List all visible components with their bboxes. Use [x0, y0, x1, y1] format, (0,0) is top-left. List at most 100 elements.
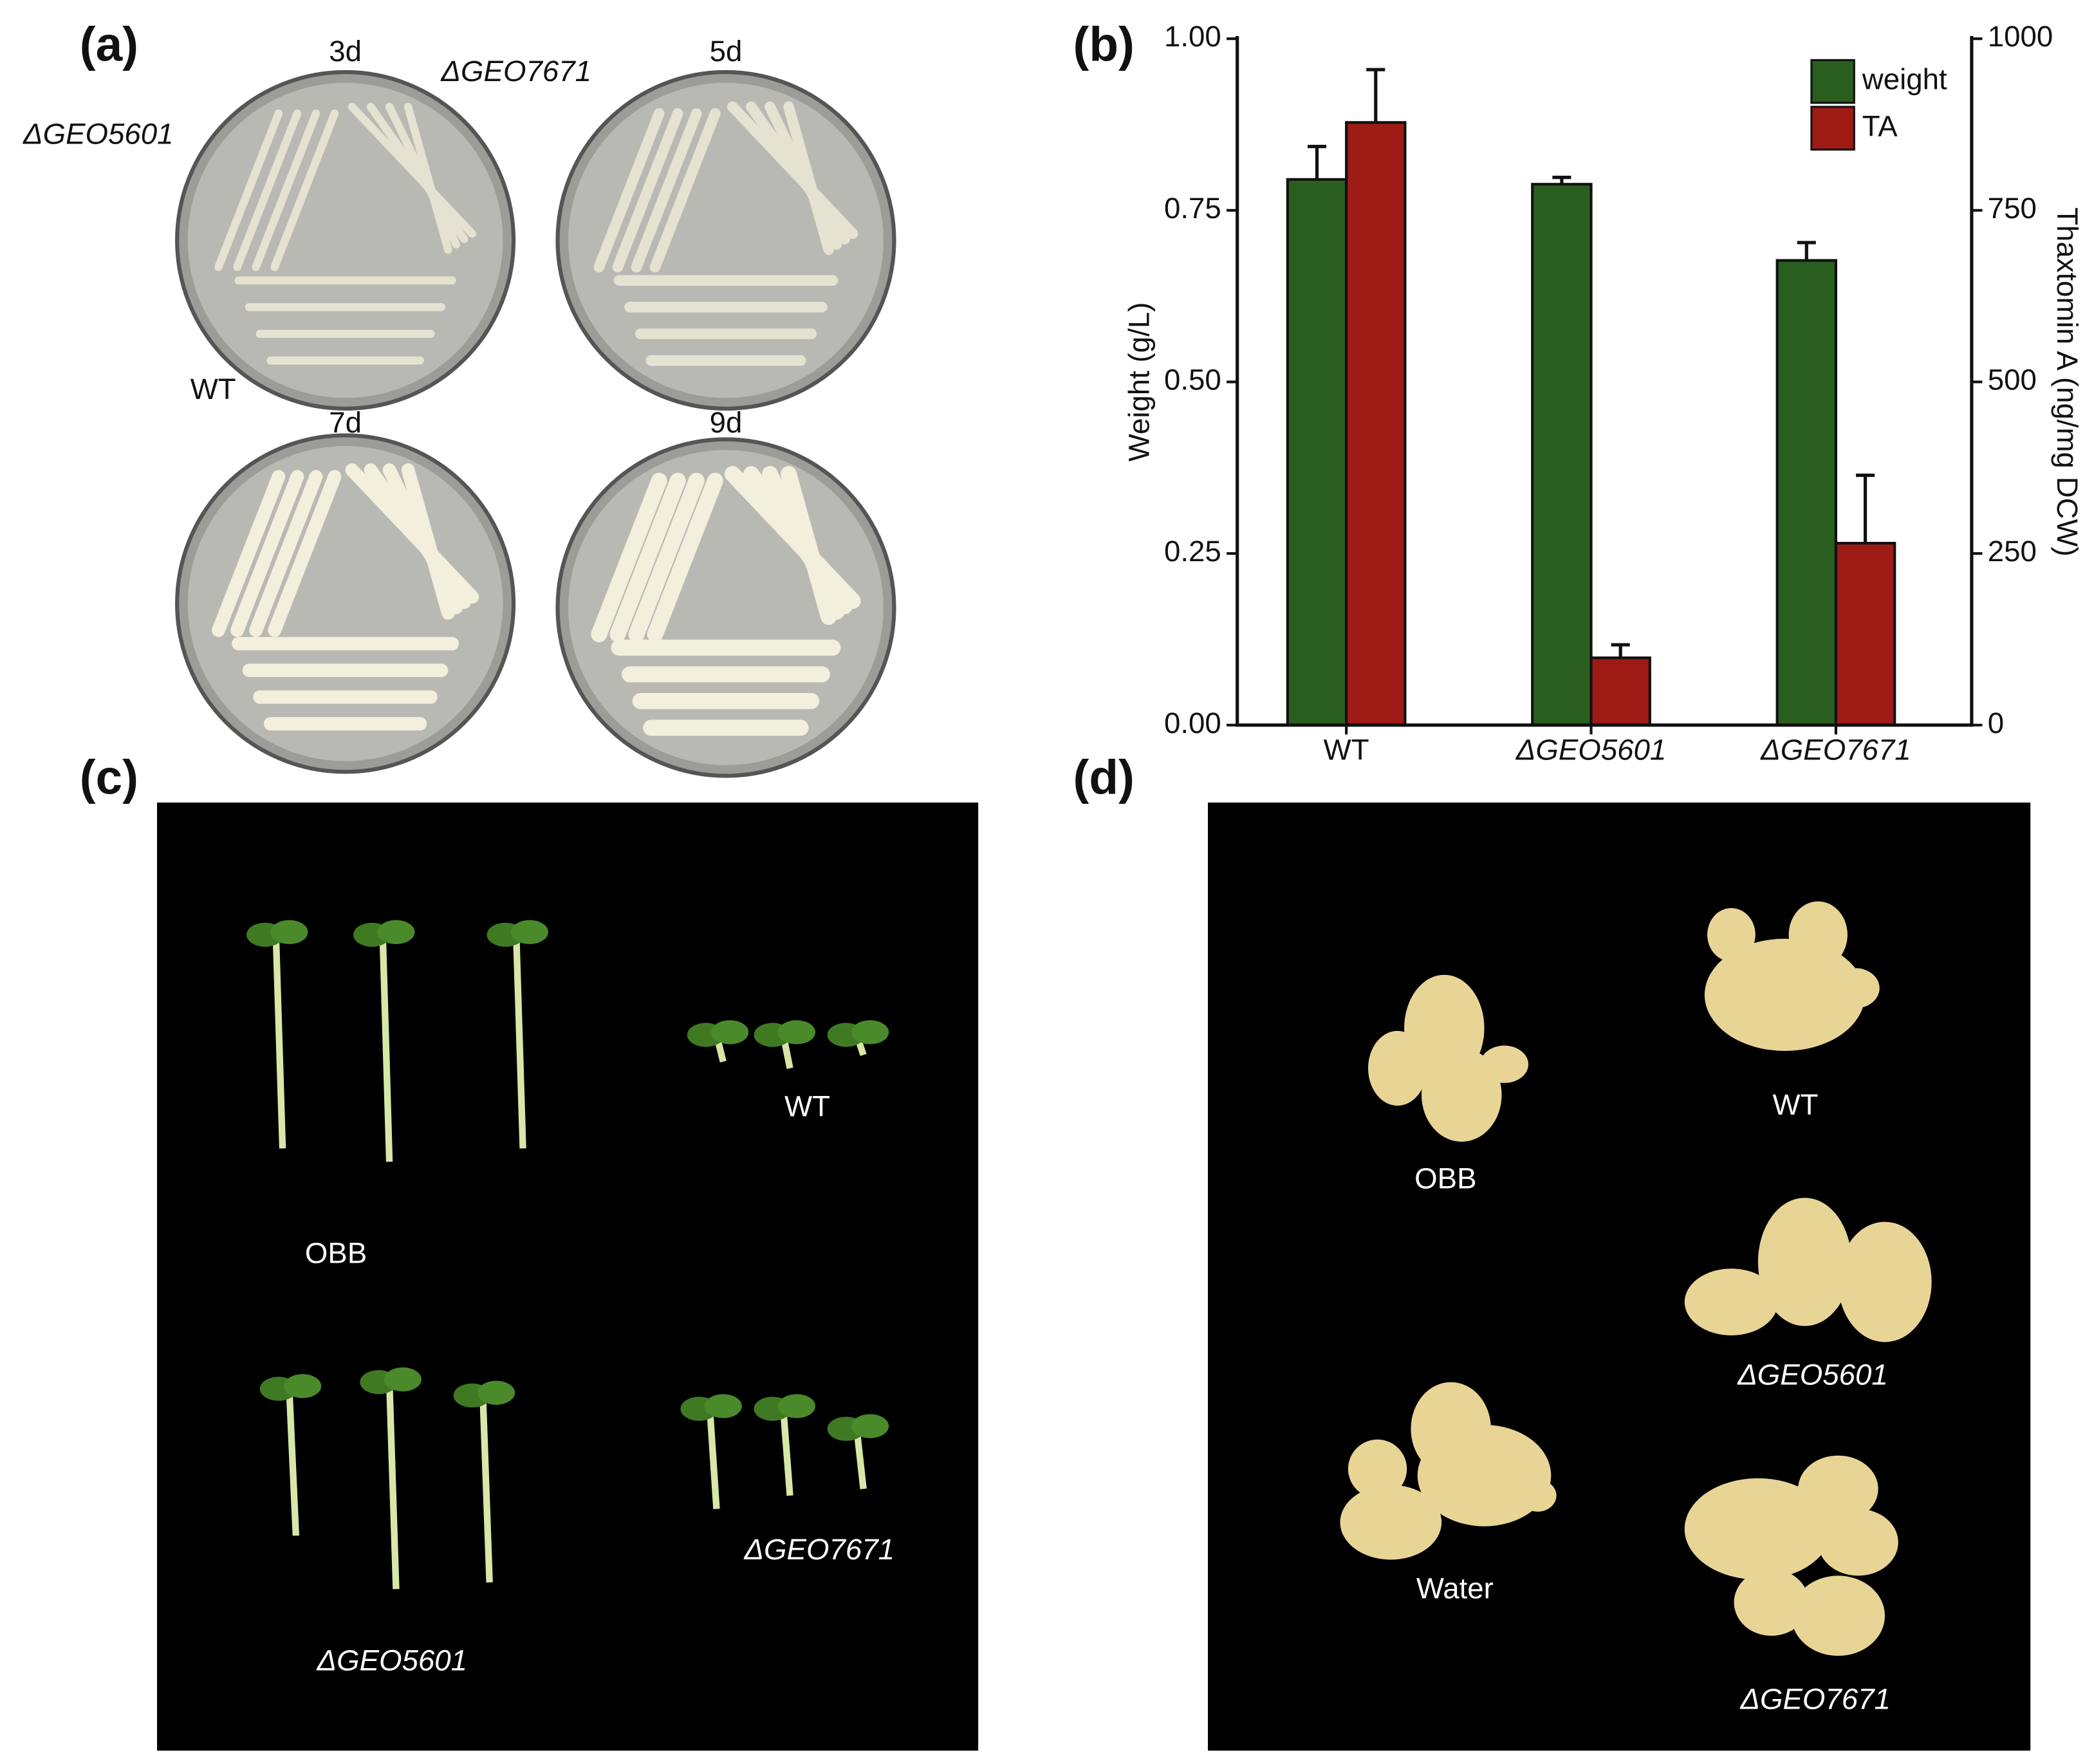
chart: 0.00 0.25 0.50 0.75 1.00 0 250 500 750 1000 Weight… — [1122, 20, 2084, 766]
legend-label: weight — [1862, 63, 1947, 96]
x-tick-label: ΔGEO7671 — [1760, 733, 1911, 766]
seedling-leaf — [777, 1020, 815, 1044]
seedling-stem — [853, 1428, 867, 1490]
y-tick-label: 1.00 — [1164, 20, 1221, 53]
streak — [609, 472, 686, 643]
y-tick-label: 0.00 — [1164, 707, 1221, 739]
streak — [385, 102, 461, 248]
potato — [1684, 1478, 1832, 1580]
y2-tick-label: 1000 — [1988, 20, 2053, 53]
decoration — [157, 70, 2031, 1751]
seedling-stem — [479, 1395, 493, 1583]
seedling-stem — [272, 934, 286, 1149]
streak — [781, 466, 837, 626]
group-label: ΔGEO5601 — [316, 1644, 467, 1676]
legend-swatch — [1810, 59, 1855, 104]
streak — [268, 470, 342, 637]
seedling-leaf — [384, 1367, 422, 1392]
day-label: 5d — [710, 35, 743, 68]
streak — [214, 109, 283, 272]
strain-label: ΔGEO7671 — [440, 55, 591, 88]
seedling-stem — [286, 1388, 300, 1536]
error-bar — [1366, 68, 1385, 123]
axes-frame — [1236, 36, 1974, 727]
streak — [783, 101, 835, 255]
x-tick-label: ΔGEO5601 — [1515, 733, 1667, 766]
panel-label: (d) — [1073, 750, 1134, 804]
streak — [647, 472, 723, 643]
potato — [1340, 1485, 1442, 1560]
potato — [1734, 1569, 1809, 1636]
seedling-leaf — [777, 1394, 815, 1418]
y-tick-label: 0.25 — [1164, 535, 1221, 568]
potato — [1368, 1030, 1427, 1106]
streak — [252, 109, 320, 272]
seedling-leaf — [704, 1394, 742, 1418]
potato — [1707, 907, 1756, 961]
potato — [1417, 1424, 1552, 1527]
legend-label: TA — [1862, 109, 1898, 142]
group-label: OBB — [305, 1237, 367, 1270]
seedling-leaf — [477, 1380, 515, 1405]
seedling-leaf — [284, 1374, 322, 1398]
group-label: WT — [1773, 1088, 1819, 1121]
potato — [1422, 1048, 1502, 1142]
seedling-leaf — [377, 920, 415, 944]
group-label: OBB — [1414, 1162, 1476, 1194]
bar — [1775, 259, 1838, 727]
y2-tick-label: 250 — [1988, 535, 2037, 568]
potato — [1838, 1221, 1932, 1342]
bar — [1834, 541, 1896, 727]
seedling-stem — [385, 1382, 400, 1590]
y2-tick-label: 500 — [1988, 363, 2037, 396]
seedling-stem — [379, 934, 393, 1162]
error-bar — [1611, 643, 1630, 658]
group-label: WT — [784, 1090, 830, 1122]
panel-label: (c) — [80, 750, 138, 804]
panel-label: (a) — [80, 17, 138, 71]
y2-axis-label: Thaxtomin A (ng/mg DCW) — [2051, 207, 2084, 557]
y-axis-label: Weight (g/L) — [1122, 302, 1155, 462]
group-label: ΔGEO7671 — [743, 1533, 894, 1566]
error-bar — [1797, 241, 1816, 261]
streak — [401, 463, 455, 620]
streak — [212, 470, 286, 637]
streak — [612, 108, 683, 273]
potato — [1684, 1268, 1779, 1335]
bar — [1286, 178, 1348, 727]
day-label: 9d — [710, 406, 743, 439]
day-label: 7d — [329, 406, 362, 439]
seedling-stem — [513, 934, 526, 1149]
streak — [591, 472, 667, 643]
group-label: ΔGEO7671 — [1739, 1683, 1891, 1716]
y-tick-label: 0.75 — [1164, 192, 1221, 225]
seedling-stem — [780, 1408, 793, 1496]
potato — [1788, 901, 1848, 969]
streak — [403, 102, 452, 254]
y2-tick-label: 0 — [1988, 707, 2004, 739]
bar — [1345, 121, 1407, 727]
bar — [1531, 183, 1593, 727]
group-label: Water — [1416, 1572, 1494, 1604]
streak — [593, 108, 665, 273]
potato — [1519, 1480, 1557, 1512]
seedling-leaf — [851, 1414, 889, 1438]
bar — [1589, 656, 1651, 727]
error-bar — [1307, 145, 1327, 180]
streak — [233, 109, 302, 272]
potato — [1818, 1509, 1898, 1576]
x-tick-label: WT — [1324, 733, 1369, 766]
streak — [631, 108, 702, 273]
seedling-stem — [706, 1408, 720, 1510]
potato — [1348, 1439, 1407, 1499]
seedling-leaf — [851, 1020, 889, 1044]
strain-label: ΔGEO5601 — [23, 118, 174, 151]
streak — [628, 472, 705, 643]
day-label: 3d — [329, 35, 362, 68]
potato — [1480, 1045, 1529, 1083]
streak — [270, 109, 339, 272]
seedling-leaf — [711, 1020, 749, 1044]
panel-c-photo — [157, 803, 979, 1751]
error-bar — [1856, 473, 1875, 544]
